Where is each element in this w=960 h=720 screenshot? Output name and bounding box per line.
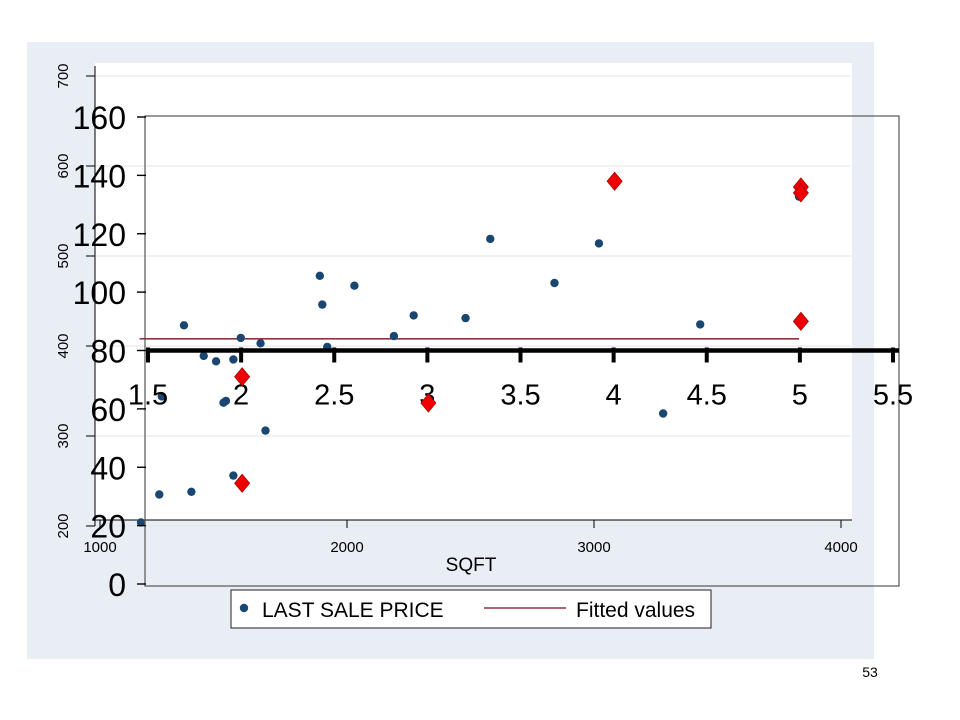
overlay-y-tick-label: 80: [90, 334, 126, 370]
overlay-y-tick-label: 0: [108, 567, 126, 603]
overlay-x-tick-label: 3.5: [500, 380, 540, 412]
overlay-y-tick-label: 160: [73, 100, 126, 136]
last-sale-price-point: [199, 351, 208, 361]
last-sale-price-point: [136, 518, 146, 527]
red-diamond-point: [606, 171, 623, 191]
x-tick-label: 4000: [824, 539, 857, 556]
overlay-x-tick-label: 2.5: [314, 380, 354, 412]
legend-box: [230, 589, 712, 629]
overlay-y-tick-label: 100: [73, 275, 126, 311]
gridlines: [96, 75, 851, 527]
last-sale-price-point: [229, 471, 238, 480]
overlay-y-tick-label: 20: [90, 509, 126, 545]
red-markers: [234, 171, 809, 493]
x-tick-label: 2000: [330, 539, 363, 556]
last-sale-price-point: [409, 311, 418, 320]
last-sale-price-point: [318, 300, 327, 309]
overlay-y-tick-label: 60: [90, 392, 126, 428]
legend-label-last-sale-price: LAST SALE PRICE: [262, 599, 444, 622]
legend: LAST SALE PRICE Fitted values: [230, 589, 712, 629]
page-number: 53: [862, 664, 878, 680]
last-sale-price-point: [187, 487, 196, 496]
overlay-y-tick-label: 140: [73, 158, 126, 194]
last-sale-price-point: [350, 281, 359, 290]
overlay-x-tick-label: 5.5: [873, 380, 913, 412]
overlay-x-tick-label: 2: [233, 380, 249, 412]
last-sale-price-point: [696, 320, 705, 329]
legend-label-fitted-values: Fitted values: [576, 599, 695, 622]
last-sale-price-point: [594, 239, 604, 248]
last-sale-price-point: [179, 321, 189, 330]
y-tick-label: 700: [55, 63, 72, 88]
overlay-x-tick-label: 4: [606, 380, 622, 412]
last-sale-price-point: [221, 396, 231, 406]
last-sale-price-point: [658, 409, 668, 418]
y-tick-label: 300: [55, 423, 72, 448]
last-sale-price-point: [229, 355, 238, 364]
x-tick-label: 1000: [83, 539, 116, 556]
red-diamond-point: [420, 393, 437, 413]
y-tick-label: 600: [55, 153, 72, 178]
red-diamond-point: [792, 183, 809, 203]
y-tick-label: 200: [55, 513, 72, 538]
overlay-y-tick-label: 40: [90, 450, 126, 486]
last-sale-price-point: [236, 333, 245, 343]
scatter-series: [136, 192, 804, 527]
red-diamond-point: [234, 367, 251, 387]
last-sale-price-point: [550, 278, 559, 288]
last-sale-price-point: [461, 313, 470, 323]
last-sale-price-point: [389, 331, 399, 341]
x-axis-title: SQFT: [446, 555, 497, 576]
overlay-y-tick-label: 120: [73, 217, 126, 253]
red-diamond-point: [234, 473, 251, 493]
overlay-x-tick-label: 1.5: [128, 380, 168, 412]
overlay-x-tick-label: 4.5: [687, 380, 727, 412]
last-sale-price-point: [256, 339, 265, 348]
x-tick-label: 3000: [577, 539, 610, 556]
overlay-x-tick-label: 5: [792, 380, 808, 412]
legend-marker-last-sale-price: [239, 603, 249, 613]
last-sale-price-point: [261, 426, 270, 435]
y-tick-label: 500: [55, 243, 72, 268]
red-diamond-point: [792, 311, 809, 331]
stata-plot-area: [95, 63, 852, 520]
y-tick-label: 400: [55, 333, 72, 358]
last-sale-price-point: [211, 357, 221, 366]
last-sale-price-point: [155, 490, 164, 499]
last-sale-price-point: [157, 392, 166, 401]
last-sale-price-point: [315, 271, 325, 280]
scatter-axes: 200 300 400 500 600 700 1000 2000 3000 4000: [55, 63, 858, 556]
last-sale-price-point: [486, 234, 495, 244]
